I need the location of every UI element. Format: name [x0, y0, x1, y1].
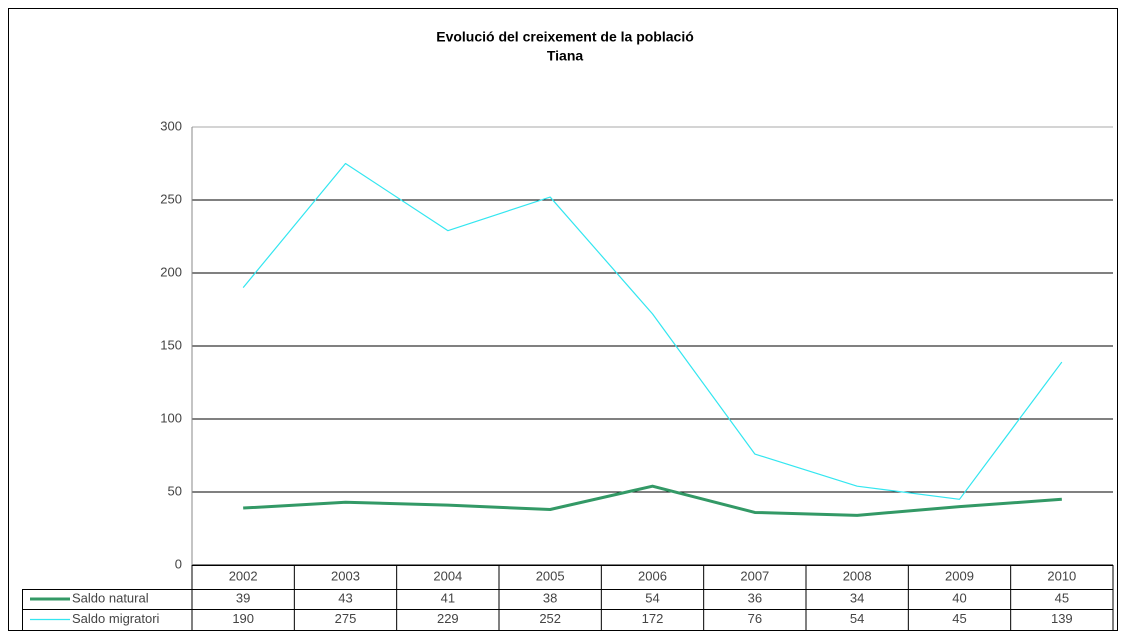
x-tick-label: 2010: [1047, 568, 1076, 583]
x-tick-label: 2006: [638, 568, 667, 583]
table-value: 45: [952, 611, 966, 626]
table-value: 38: [543, 590, 557, 605]
table-value: 139: [1051, 611, 1073, 626]
y-tick-label: 150: [160, 337, 182, 352]
table-value: 39: [236, 590, 250, 605]
table-value: 172: [642, 611, 664, 626]
line-series: [243, 484, 1062, 517]
legend-label: Saldo natural: [72, 590, 149, 605]
y-tick-label: 200: [160, 264, 182, 279]
x-tick-label: 2008: [843, 568, 872, 583]
table-value: 275: [335, 611, 357, 626]
table-value: 229: [437, 611, 459, 626]
table-value: 41: [441, 590, 455, 605]
y-tick-label: 300: [160, 118, 182, 133]
table-value: 34: [850, 590, 864, 605]
x-tick-label: 2002: [229, 568, 258, 583]
y-tick-label: 250: [160, 191, 182, 206]
y-tick-label: 100: [160, 410, 182, 425]
table-value: 190: [232, 611, 254, 626]
y-tick-label: 50: [168, 483, 182, 498]
table-value: 76: [748, 611, 762, 626]
table-value: 43: [338, 590, 352, 605]
table-value: 54: [645, 590, 659, 605]
line-series: [242, 162, 1063, 500]
chart-border: [8, 8, 1118, 631]
x-tick-label: 2007: [740, 568, 769, 583]
table-value: 252: [539, 611, 561, 626]
y-tick-label: 0: [175, 556, 182, 571]
table-value: 40: [952, 590, 966, 605]
chart-subtitle: Tiana: [547, 48, 584, 64]
x-tick-label: 2004: [433, 568, 462, 583]
x-tick-label: 2003: [331, 568, 360, 583]
table-value: 45: [1055, 590, 1069, 605]
chart-title: Evolució del creixement de la població: [436, 29, 694, 45]
table-value: 54: [850, 611, 864, 626]
legend-label: Saldo migratori: [72, 611, 160, 626]
x-tick-label: 2005: [536, 568, 565, 583]
table-value: 36: [748, 590, 762, 605]
x-tick-label: 2009: [945, 568, 974, 583]
